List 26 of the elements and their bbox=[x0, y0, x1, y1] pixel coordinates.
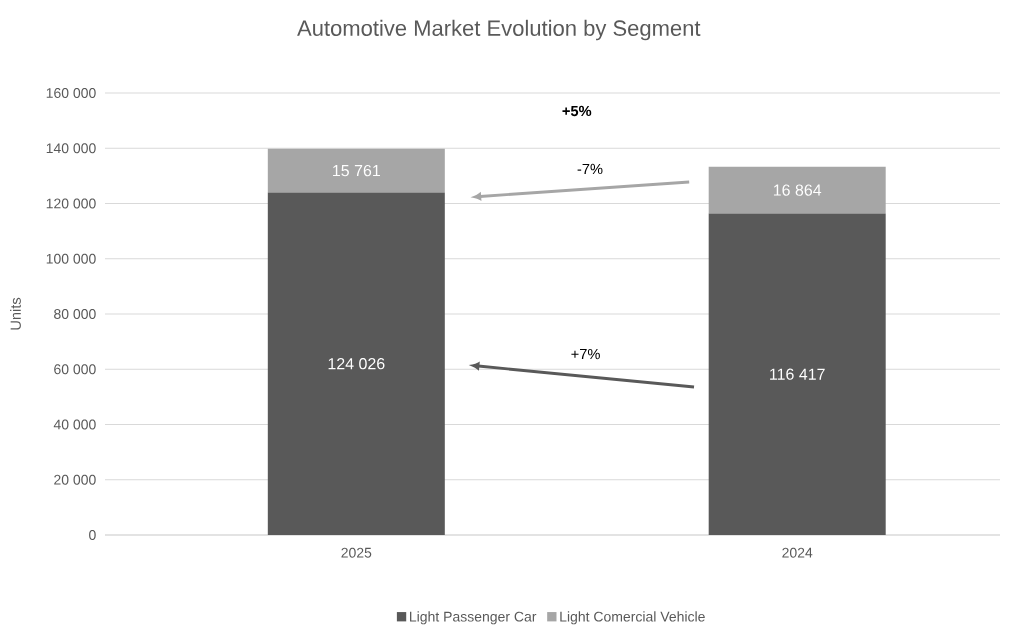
x-tick-label: 2025 bbox=[341, 547, 372, 558]
y-tick-label: 160 000 bbox=[46, 88, 96, 98]
legend-label: Light Comercial Vehicle bbox=[560, 611, 705, 625]
y-tick-label: 60 000 bbox=[54, 364, 96, 375]
y-tick-label: 100 000 bbox=[46, 253, 96, 264]
data-label: 124 026 bbox=[328, 358, 385, 370]
data-label: 15 761 bbox=[333, 164, 380, 177]
x-tick-label: 2024 bbox=[782, 547, 813, 558]
bar bbox=[267, 148, 445, 193]
y-tick-label: 0 bbox=[89, 530, 96, 540]
legend-label: Light Passenger Car bbox=[410, 611, 537, 625]
bar bbox=[267, 192, 445, 535]
annotation: +7% bbox=[571, 348, 600, 360]
y-tick-label: 40 000 bbox=[53, 419, 96, 430]
bar bbox=[708, 166, 886, 214]
data-label: 16 864 bbox=[773, 184, 822, 196]
chart-title: Automotive Market Evolution by Segment bbox=[297, 19, 701, 41]
y-tick-label: 20 000 bbox=[54, 474, 96, 485]
annotation: +5% bbox=[562, 105, 592, 117]
y-tick-label: 80 000 bbox=[54, 309, 96, 319]
annotation: -7% bbox=[577, 163, 603, 175]
data-label: 116 417 bbox=[770, 368, 825, 380]
y-tick-label: 140 000 bbox=[46, 143, 96, 154]
bar bbox=[708, 213, 886, 535]
y-tick-label: 120 000 bbox=[46, 198, 96, 209]
y-axis-title: Units bbox=[10, 297, 21, 330]
